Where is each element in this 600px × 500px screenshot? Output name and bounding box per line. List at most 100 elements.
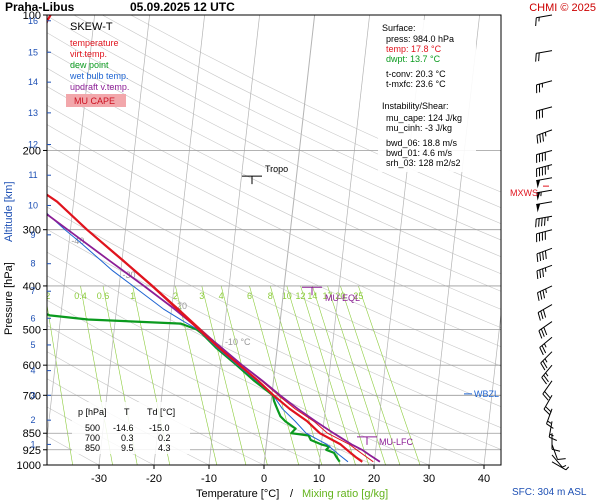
mixing-ratio-label: 3: [199, 291, 204, 301]
wind-barb: [536, 177, 553, 189]
mixing-ratio-line: [47, 302, 73, 465]
pressure-tick-label: 700: [23, 390, 41, 402]
legend-item-virt-temp: virt.temp.: [70, 49, 107, 59]
surface-title: Surface:: [382, 23, 416, 33]
wind-barb: [536, 106, 553, 120]
altitude-tick-label: 15: [28, 47, 38, 57]
altitude-tick-label: 16: [28, 16, 38, 26]
legend-title: SKEW-T: [70, 21, 113, 33]
table-row-850-p: 850: [85, 443, 100, 453]
wind-barb: [537, 285, 553, 301]
wind-barb: [551, 461, 570, 471]
wind-barb: [548, 421, 557, 441]
mu-cinh-value: mu_cinh: -3 J/kg: [386, 123, 452, 133]
table-row-700-td: 0.2: [158, 433, 171, 443]
level-markers: [242, 175, 472, 445]
table-row-500-p: 500: [85, 423, 100, 433]
series-dew-point: [47, 313, 341, 463]
level-table-background: [72, 402, 190, 454]
temperature-tick-label: -30: [91, 473, 107, 485]
wind-barb: [535, 50, 553, 62]
axes: 1002003004005006007008509251000123456789…: [17, 10, 491, 485]
legend-item-wet-bulb: wet bulb temp.: [69, 71, 129, 81]
x-axis-mixing-label: Mixing ratio [g/kg]: [302, 488, 388, 500]
altitude-tick-label: 11: [28, 170, 37, 180]
isotherm-line: [263, 15, 316, 465]
altitude-tick-label: 2: [30, 415, 35, 425]
dry-adiabat: [47, 164, 501, 387]
surface-tmxfc: t-mxfc: 23.6 °C: [386, 79, 446, 89]
pressure-tick-label: 200: [23, 145, 41, 157]
mu-cape-label: MU CAPE: [74, 96, 115, 106]
legend-item-updraft: updraft v.temp.: [70, 82, 129, 92]
isotherm-label: -10 °C: [225, 337, 251, 347]
mu-cape-value: mu_cape: 124 J/kg: [386, 113, 462, 123]
table-header-p: p [hPa]: [78, 407, 107, 417]
wind-barb: [539, 336, 553, 356]
altitude-tick-label: 4: [30, 366, 35, 376]
table-header-td: Td [°C]: [147, 407, 175, 417]
series-temperature: [47, 15, 363, 463]
altitude-tick-label: 7: [30, 286, 35, 296]
dry-adiabat: [47, 67, 501, 292]
station-name: Praha-Libus: [5, 0, 75, 14]
y-axis-pressure-label: Pressure [hPa]: [3, 262, 15, 335]
temperature-tick-label: -10: [201, 473, 217, 485]
credit-label: CHMI © 2025: [529, 2, 596, 14]
mixing-ratio-line: [358, 285, 421, 465]
isotherm-line: [98, 15, 150, 465]
temperature-tick-label: -20: [146, 473, 162, 485]
dry-adiabat: [47, 185, 501, 407]
altitude-tick-label: 5: [30, 340, 35, 350]
mu-cape-button[interactable]: [66, 94, 126, 107]
pressure-tick-label: 1000: [17, 460, 41, 472]
mixing-ratio-label: 0.2: [38, 291, 51, 301]
wind-barb: [542, 380, 553, 401]
mixing-ratio-label: 8: [268, 291, 273, 301]
mxws-label: MXWS: [510, 188, 538, 198]
wind-barb: [536, 264, 553, 280]
bwd-01-value: bwd_01: 4.6 m/s: [386, 148, 453, 158]
table-row-500-t: -14.6: [113, 423, 134, 433]
altitude-tick-label: 6: [30, 313, 35, 323]
mixing-ratio-label: 4: [219, 291, 224, 301]
tropopause-label: Tropo: [265, 164, 288, 174]
y-axis-altitude-label: Altitude [km]: [3, 181, 15, 242]
altitude-tick-label: 14: [28, 77, 38, 87]
level-table: p [hPa] T Td [°C] 500 -14.6 -15.0 700 0.…: [72, 402, 190, 454]
wind-barb: [536, 129, 553, 144]
wind-barb: [536, 149, 553, 163]
wind-barb: [543, 395, 553, 416]
isotherm-line: [483, 310, 501, 465]
altitude-tick-label: 9: [30, 230, 35, 240]
x-axis-temperature-label: Temperature [°C]: [196, 488, 279, 500]
wind-barb: [551, 454, 567, 468]
wbzl-label: WBZL: [474, 389, 499, 399]
dry-adiabat: [73, 15, 501, 224]
mu-eql-label: MU-EQL: [325, 293, 360, 303]
temperature-tick-label: 30: [423, 473, 435, 485]
plot-frame: [46, 14, 502, 466]
pressure-tick-label: 600: [23, 360, 41, 372]
mixing-ratio-label: 10: [282, 291, 292, 301]
mixing-ratio-label: 6: [247, 291, 252, 301]
table-header-t: T: [124, 407, 130, 417]
mixing-ratio-label: 1: [130, 291, 135, 301]
altitude-tick-label: 12: [28, 140, 38, 150]
wind-barb: [551, 433, 561, 452]
pressure-tick-label: 850: [23, 428, 41, 440]
surface-press: press: 984.0 hPa: [386, 34, 454, 44]
wind-barb: [538, 321, 553, 339]
mixing-ratio-line: [220, 285, 268, 465]
wind-barb: [536, 80, 553, 94]
dry-adiabat: [47, 124, 501, 348]
dry-adiabat: [47, 143, 501, 367]
wind-barb: [536, 189, 553, 201]
surface-tconv: t-conv: 20.3 °C: [386, 69, 446, 79]
mixing-ratio-label: 17: [323, 291, 333, 301]
pressure-tick-label: 400: [23, 281, 41, 293]
mixing-ratio-line: [300, 285, 356, 465]
mixing-ratio-line: [286, 285, 341, 465]
table-row-500-td: -15.0: [149, 423, 170, 433]
